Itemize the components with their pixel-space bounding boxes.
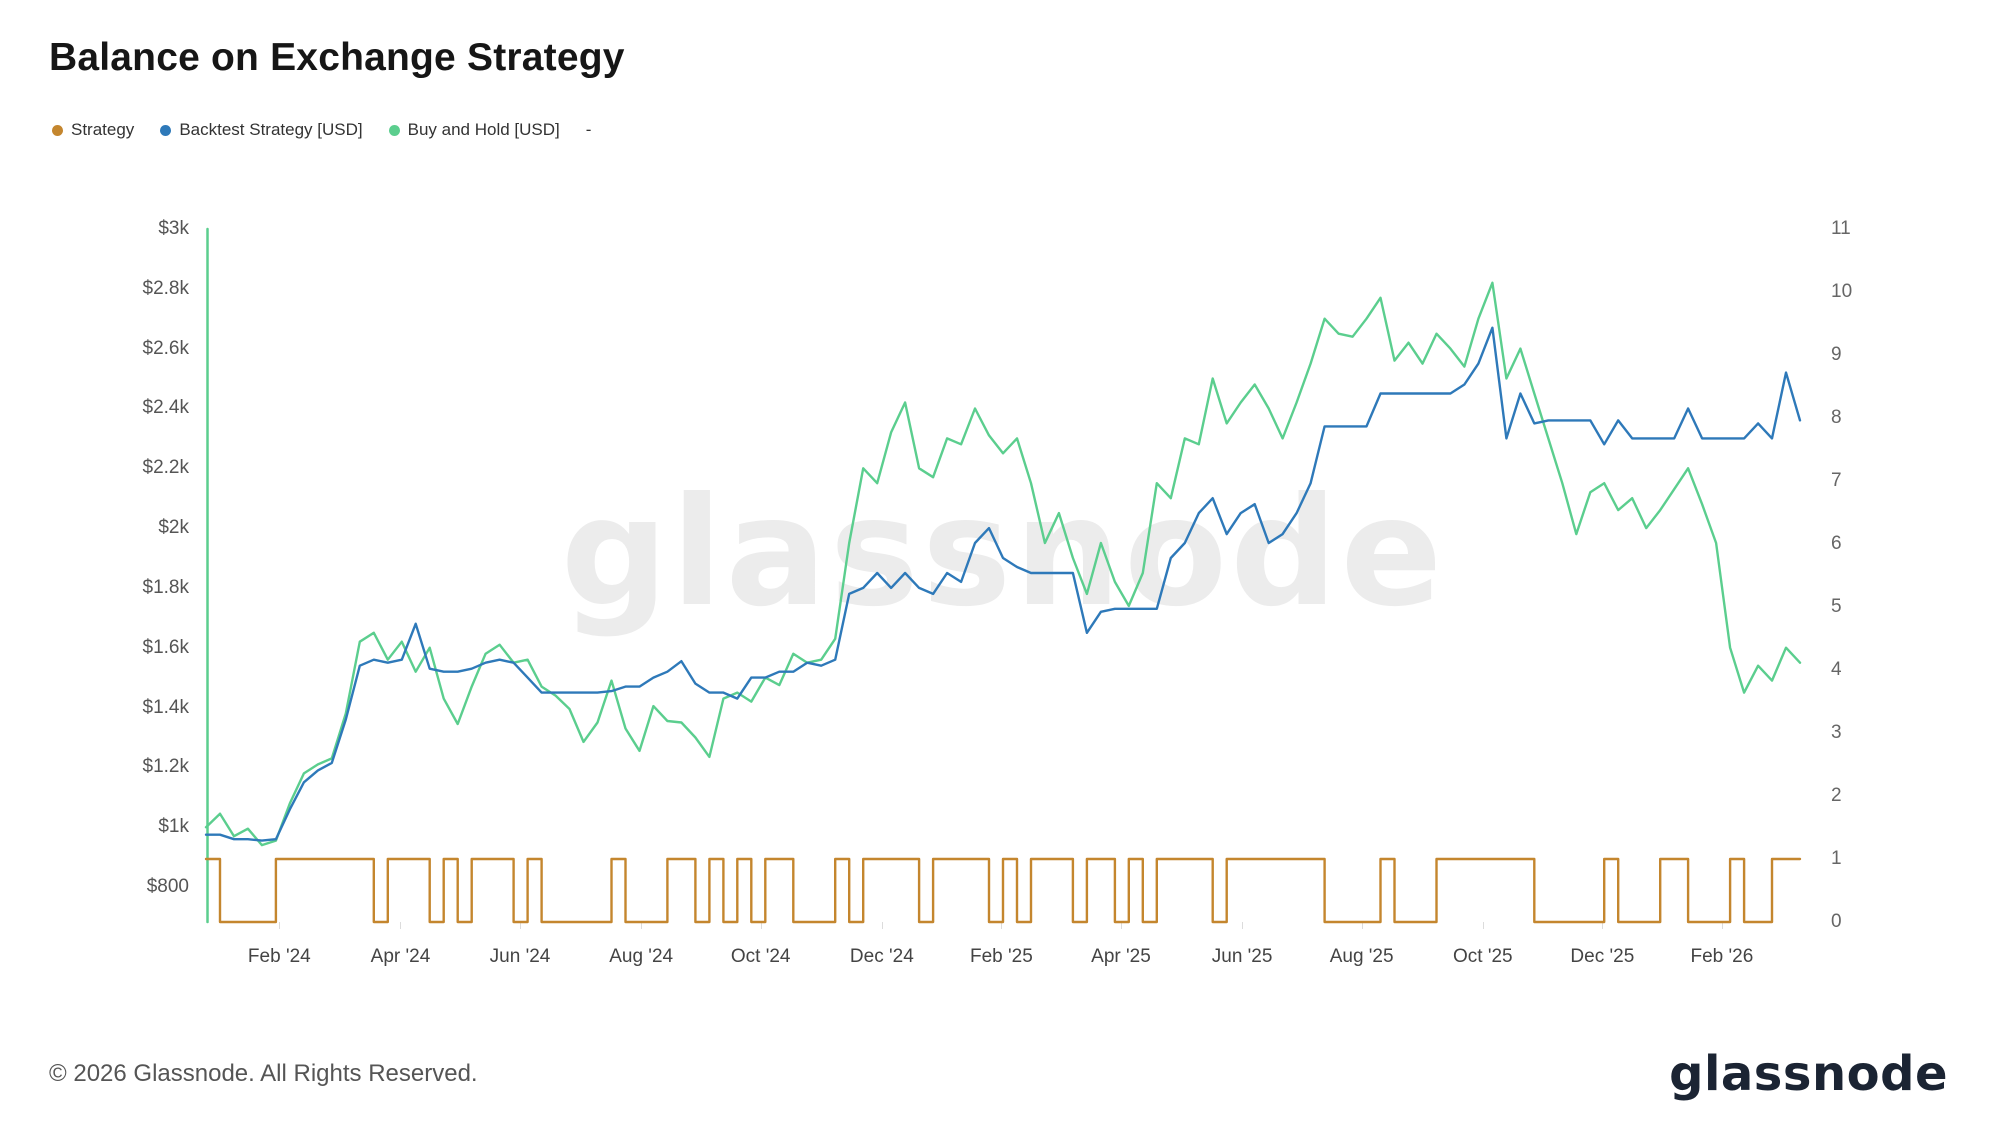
x-axis-tickmark [400,922,402,929]
glassnode-logo: glassnode [1669,1046,1948,1102]
y-axis-tick-right: 8 [1831,407,1842,428]
y-axis-tick-right: 9 [1831,344,1842,365]
page-title: Balance on Exchange Strategy [49,36,625,79]
x-axis-tick: Dec '24 [849,946,914,967]
x-axis-tick: Apr '24 [370,946,431,967]
x-axis-tick: Jun '25 [1211,946,1273,967]
x-axis-tickmark [641,922,643,929]
x-axis-tickmark [1120,922,1122,929]
x-axis-tick: Apr '25 [1091,946,1151,967]
chart-plot-area[interactable] [204,227,1802,924]
x-axis-tick: Feb '25 [970,946,1033,967]
legend-item-backtest[interactable]: Backtest Strategy [USD] [160,120,363,140]
y-axis-tick-left: $3k [158,218,189,239]
y-axis-tick-left: $1.8k [142,576,189,598]
x-axis-tickmark [1721,922,1723,929]
legend-item-buy-and-hold[interactable]: Buy and Hold [USD] [388,120,560,140]
y-axis-tick-right: 1 [1831,848,1842,869]
x-axis-tick: Dec '25 [1570,946,1635,967]
x-axis-tickmark [520,922,522,929]
x-axis-tickmark [1602,922,1604,929]
y-axis-tick-right: 7 [1831,470,1842,491]
y-axis-tick-right: 5 [1831,596,1842,617]
strategy-signal-line [204,857,1802,924]
legend-dot [388,124,400,136]
y-axis-tick-right: 3 [1831,722,1842,743]
y-axis-tick-left: $2.6k [142,337,189,359]
x-axis-tick: Jun '24 [489,946,551,967]
x-axis-tick: Aug '24 [609,946,674,967]
y-axis-tick-left: $2.2k [142,457,189,479]
x-axis-tick: Feb '24 [247,946,311,967]
legend-item-empty[interactable]: - [586,120,592,140]
y-axis-tick-left: $800 [146,876,189,897]
y-axis-tick-right: 2 [1831,785,1842,806]
y-axis-tick-left: $1.6k [142,636,189,658]
y-axis-tick-left: $2.8k [142,277,189,299]
x-axis-tickmark [1361,922,1363,929]
y-axis-tick-left: $1.4k [142,696,189,718]
legend-label: Backtest Strategy [USD] [179,120,363,139]
x-axis-tick: Feb '26 [1690,946,1754,967]
legend-label: Strategy [71,120,135,139]
legend-item-strategy[interactable]: Strategy [52,120,134,140]
legend-label: - [585,120,592,139]
x-axis-tickmark [279,922,281,929]
y-axis-tick-right: 10 [1831,281,1853,302]
legend-dot [52,124,63,136]
y-axis-tick-left: $1.2k [142,756,189,778]
x-axis-tick: Aug '25 [1329,946,1394,967]
y-axis-tick-right: 6 [1831,533,1842,554]
buy-and-hold-line [204,281,1802,847]
legend-label: Buy and Hold [USD] [407,120,560,139]
legend: Strategy Backtest Strategy [USD] Buy and… [52,120,591,140]
y-axis-tick-left: $1k [158,816,189,838]
legend-dot [160,124,172,136]
x-axis-tick: Oct '24 [730,946,791,967]
y-axis-tick-right: 4 [1831,659,1842,680]
x-axis-tickmark [1482,922,1484,929]
backtest-strategy-line [204,326,1802,842]
y-axis-tick-right: 0 [1831,911,1842,932]
y-axis-tick-right: 11 [1831,218,1851,239]
x-axis-tickmark [1242,922,1244,929]
y-axis-tick-left: $2k [158,517,189,539]
x-axis-tick: Oct '25 [1452,946,1513,967]
x-axis-tickmark [1001,922,1003,929]
y-axis-tick-left: $2.4k [142,397,189,419]
x-axis-tickmark [760,922,762,929]
x-axis-tickmark [881,922,883,929]
copyright-text: © 2026 Glassnode. All Rights Reserved. [49,1060,478,1087]
